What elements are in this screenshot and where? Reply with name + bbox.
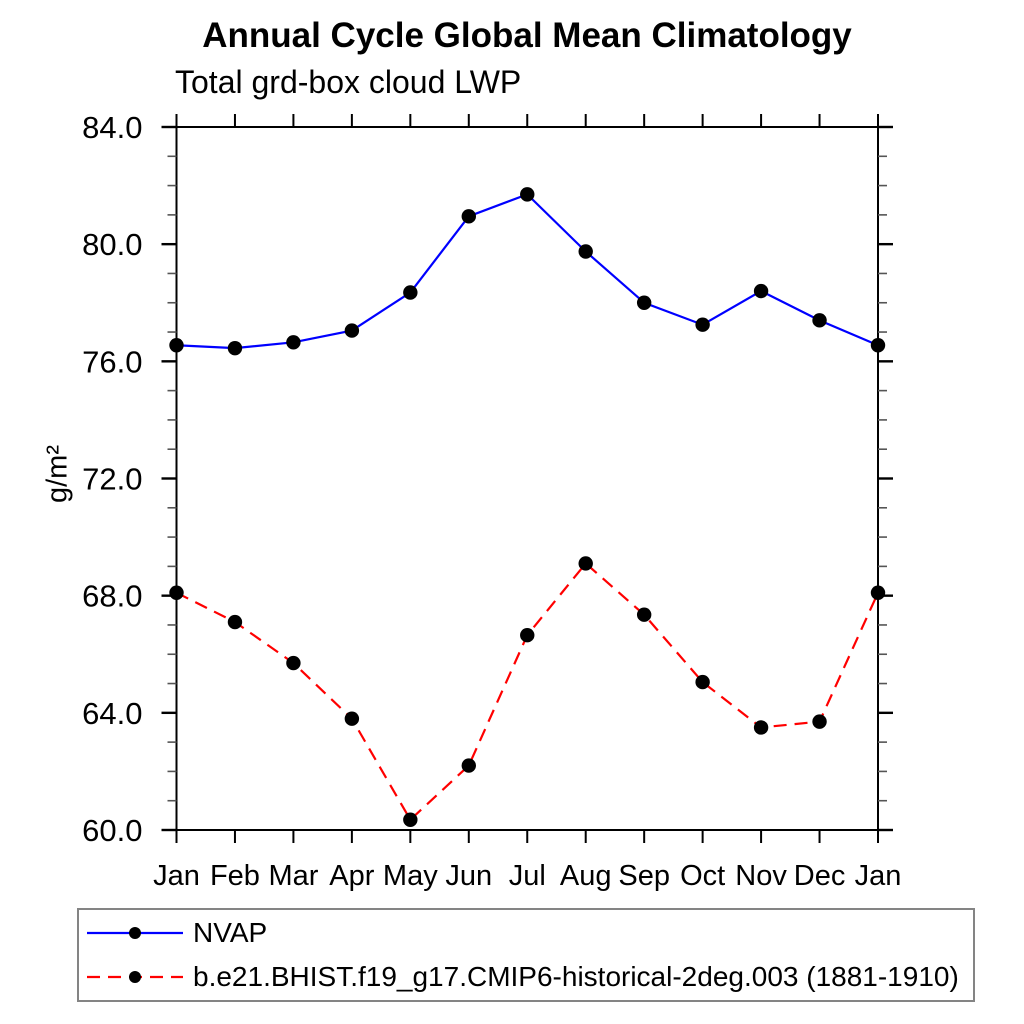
series-model-marker — [870, 585, 886, 600]
x-axis-tick-label: Apr — [329, 860, 374, 892]
series-model-marker — [286, 655, 301, 671]
legend-item-nvap: NVAP — [85, 913, 973, 953]
y-axis-tick-label: 84.0 — [82, 110, 142, 145]
series-model-marker — [169, 585, 184, 600]
series-model-marker — [227, 614, 243, 630]
plot-frame — [175, 126, 879, 831]
series-nvap-marker — [695, 317, 710, 332]
series-model-marker — [403, 812, 418, 827]
series-model-marker — [578, 556, 593, 571]
y-axis-tick-label: 72.0 — [82, 462, 142, 497]
y-axis-tick-label: 64.0 — [82, 696, 142, 731]
series-nvap-marker — [286, 335, 301, 350]
x-axis-tick-label: Sep — [618, 860, 670, 892]
chart-subtitle: Total grd-box cloud LWP — [175, 64, 522, 100]
x-axis-tick-label: Oct — [680, 860, 725, 892]
x-axis-tick-label: Feb — [210, 860, 260, 892]
series-model-marker — [520, 628, 535, 643]
series-nvap-marker — [578, 244, 593, 259]
x-axis-tick-label: Dec — [794, 860, 846, 892]
series-nvap-marker — [403, 285, 418, 300]
series-model-marker — [753, 720, 769, 735]
x-axis-tick-label: May — [383, 860, 438, 892]
y-axis-tick-label: 76.0 — [82, 344, 142, 379]
series-nvap-marker — [870, 338, 886, 353]
chart-title: Annual Cycle Global Mean Climatology — [202, 16, 852, 55]
legend-line-sample-dashed — [87, 971, 183, 983]
series-line-nvap — [176, 193, 879, 350]
series-nvap-marker — [812, 313, 827, 328]
series-nvap-marker — [520, 187, 535, 202]
legend-item-model: b.e21.BHIST.f19_g17.CMIP6-historical-2de… — [85, 957, 973, 997]
legend-sample-marker — [129, 971, 141, 983]
y-axis-tick-label: 60.0 — [82, 813, 142, 848]
x-axis-tick-label: Mar — [268, 860, 318, 892]
series-model-marker — [695, 674, 710, 690]
x-axis-tick-label: Jan — [855, 860, 902, 892]
series-nvap-marker — [227, 340, 243, 356]
legend-line-sample-solid — [87, 927, 183, 939]
series-model-marker — [636, 607, 652, 622]
series-model-marker — [461, 758, 476, 773]
plot-area: 60.0 64.0 68.0 72.0 76.0 80.0 84.0 Jan Feb Mar Apr… — [82, 110, 902, 892]
x-axis-tick-label: Jul — [509, 860, 546, 892]
legend-sample-marker — [129, 927, 141, 939]
x-axis-tick-label: Aug — [560, 860, 612, 892]
y-axis-tick-label: 80.0 — [82, 227, 142, 262]
legend-box: NVAP b.e21.BHIST.f19_g17.CMIP6-historica… — [77, 908, 975, 1002]
y-axis-tick-label: 68.0 — [82, 579, 142, 614]
series-nvap-marker — [344, 323, 360, 338]
x-axis-tick-label: Jan — [153, 860, 200, 892]
series-nvap-marker — [169, 338, 184, 353]
x-axis-tick-label: Nov — [735, 860, 787, 892]
series-nvap-marker — [636, 295, 652, 310]
series-line-model — [176, 561, 880, 822]
legend-label-nvap: NVAP — [193, 917, 268, 948]
series-nvap-marker — [461, 209, 476, 224]
legend-label-model: b.e21.BHIST.f19_g17.CMIP6-historical-2de… — [193, 961, 959, 992]
series-model-marker — [812, 714, 827, 729]
series-nvap-marker — [753, 283, 769, 299]
series-model-marker — [344, 711, 360, 726]
x-axis-tick-label: Jun — [445, 860, 492, 892]
